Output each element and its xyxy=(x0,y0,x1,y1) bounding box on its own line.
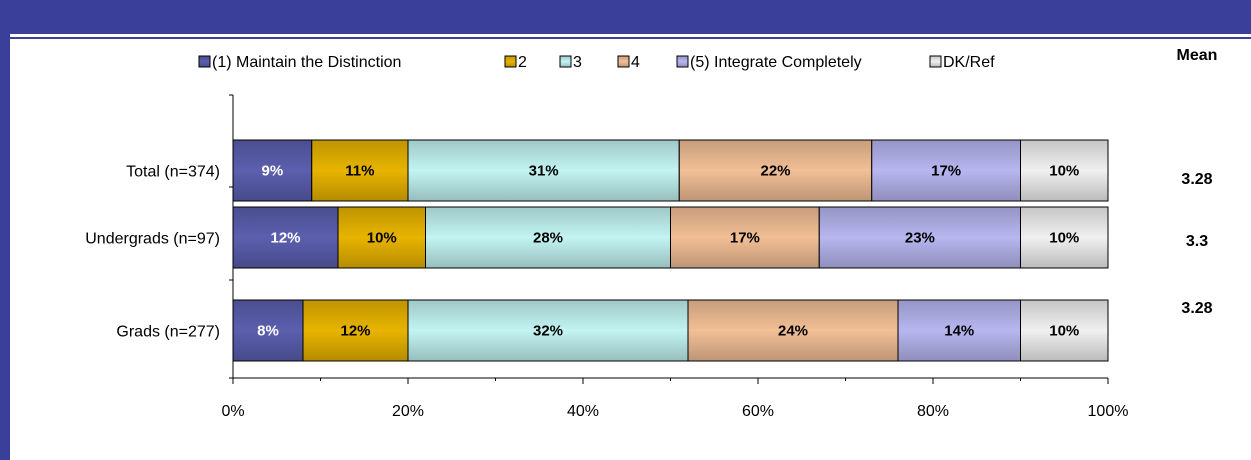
data-label: 23% xyxy=(905,230,935,247)
bar-segment xyxy=(670,206,820,269)
data-label: 8% xyxy=(257,323,279,340)
bar-segment xyxy=(687,299,899,362)
data-label: 31% xyxy=(529,163,559,180)
x-tick-label: 0% xyxy=(221,403,244,420)
data-label: 10% xyxy=(1049,230,1079,247)
bar-segment xyxy=(232,139,313,202)
bar-segment xyxy=(232,299,304,362)
bar-segment xyxy=(311,139,409,202)
bar-segment xyxy=(407,139,680,202)
header-band xyxy=(0,0,1251,34)
data-label: 12% xyxy=(340,323,370,340)
data-label: 10% xyxy=(1049,323,1079,340)
data-label: 11% xyxy=(345,163,374,180)
bar-segment xyxy=(1020,139,1109,202)
legend-swatch xyxy=(617,55,630,68)
mean-title: Mean xyxy=(1177,47,1218,64)
data-label: 9% xyxy=(262,163,284,180)
data-label: 17% xyxy=(730,230,760,247)
bar-segment xyxy=(337,206,426,269)
bar-segment xyxy=(232,206,339,269)
data-label: 32% xyxy=(533,323,563,340)
bar-segment xyxy=(407,299,689,362)
legend-swatch xyxy=(559,55,572,68)
mean-value: 3.3 xyxy=(1186,233,1208,250)
x-tick-label: 60% xyxy=(742,403,774,420)
category-label: Grads (n=277) xyxy=(116,324,220,341)
legend-swatch xyxy=(676,55,689,68)
category-label: Undergrads (n=97) xyxy=(85,231,220,248)
bar-segment xyxy=(425,206,671,269)
data-label: 22% xyxy=(760,163,790,180)
legend-label: (1) Maintain the Distinction xyxy=(212,54,401,71)
legend-label: 4 xyxy=(631,54,640,71)
bar-segment xyxy=(1020,206,1109,269)
legend-label: (5) Integrate Completely xyxy=(690,54,862,71)
header-rule xyxy=(10,37,1251,39)
legend-label: DK/Ref xyxy=(943,54,995,71)
data-label: 28% xyxy=(533,230,563,247)
legend-swatch xyxy=(929,55,942,68)
data-label: 17% xyxy=(931,163,961,180)
legend-swatch xyxy=(504,55,517,68)
x-tick-label: 40% xyxy=(567,403,599,420)
x-tick-label: 80% xyxy=(917,403,949,420)
bar-segment xyxy=(1020,299,1109,362)
data-label: 24% xyxy=(778,323,808,340)
data-label: 14% xyxy=(944,323,974,340)
data-label: 12% xyxy=(270,230,300,247)
mean-value: 3.28 xyxy=(1181,171,1212,188)
category-label: Total (n=374) xyxy=(126,164,220,181)
bar-segment xyxy=(818,206,1021,269)
x-tick-label: 20% xyxy=(392,403,424,420)
data-label: 10% xyxy=(367,230,397,247)
x-tick-label: 100% xyxy=(1088,403,1129,420)
mean-value: 3.28 xyxy=(1181,300,1212,317)
legend-swatch xyxy=(198,55,211,68)
bar-segment xyxy=(302,299,409,362)
legend-label: 3 xyxy=(573,54,582,71)
data-label: 10% xyxy=(1049,163,1079,180)
legend-label: 2 xyxy=(518,54,527,71)
bar-segment xyxy=(678,139,873,202)
bar-segment xyxy=(871,139,1021,202)
left-rail xyxy=(0,0,10,460)
